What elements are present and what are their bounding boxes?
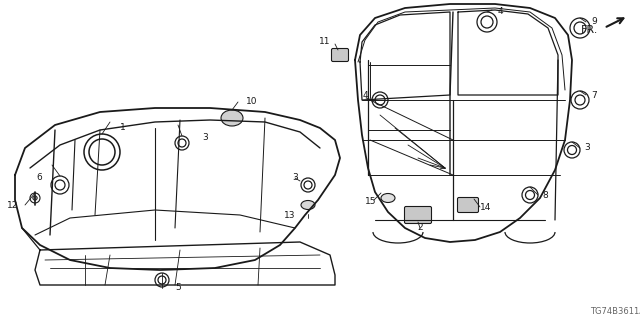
Text: 1: 1 [120, 124, 125, 132]
Text: TG74B3611A: TG74B3611A [590, 308, 640, 316]
Text: 4: 4 [362, 92, 368, 100]
FancyBboxPatch shape [332, 49, 349, 61]
FancyBboxPatch shape [404, 206, 431, 223]
Text: 3: 3 [584, 143, 589, 153]
Text: 15: 15 [365, 197, 376, 206]
Text: 4: 4 [498, 7, 504, 17]
Ellipse shape [301, 201, 315, 210]
Text: 9: 9 [591, 18, 596, 27]
Text: 3: 3 [292, 173, 298, 182]
Text: 6: 6 [36, 173, 42, 182]
Text: 12: 12 [6, 201, 18, 210]
Text: 5: 5 [175, 284, 180, 292]
Text: 3: 3 [202, 133, 208, 142]
Text: 2: 2 [417, 223, 423, 233]
Circle shape [33, 196, 37, 200]
Ellipse shape [381, 194, 395, 203]
Text: 11: 11 [319, 37, 330, 46]
Text: 7: 7 [591, 92, 596, 100]
Text: 10: 10 [246, 98, 257, 107]
FancyBboxPatch shape [458, 197, 479, 212]
Text: 8: 8 [542, 191, 548, 201]
Text: FR.: FR. [580, 25, 598, 35]
Text: 14: 14 [480, 204, 492, 212]
Text: 13: 13 [284, 211, 295, 220]
Ellipse shape [221, 110, 243, 126]
